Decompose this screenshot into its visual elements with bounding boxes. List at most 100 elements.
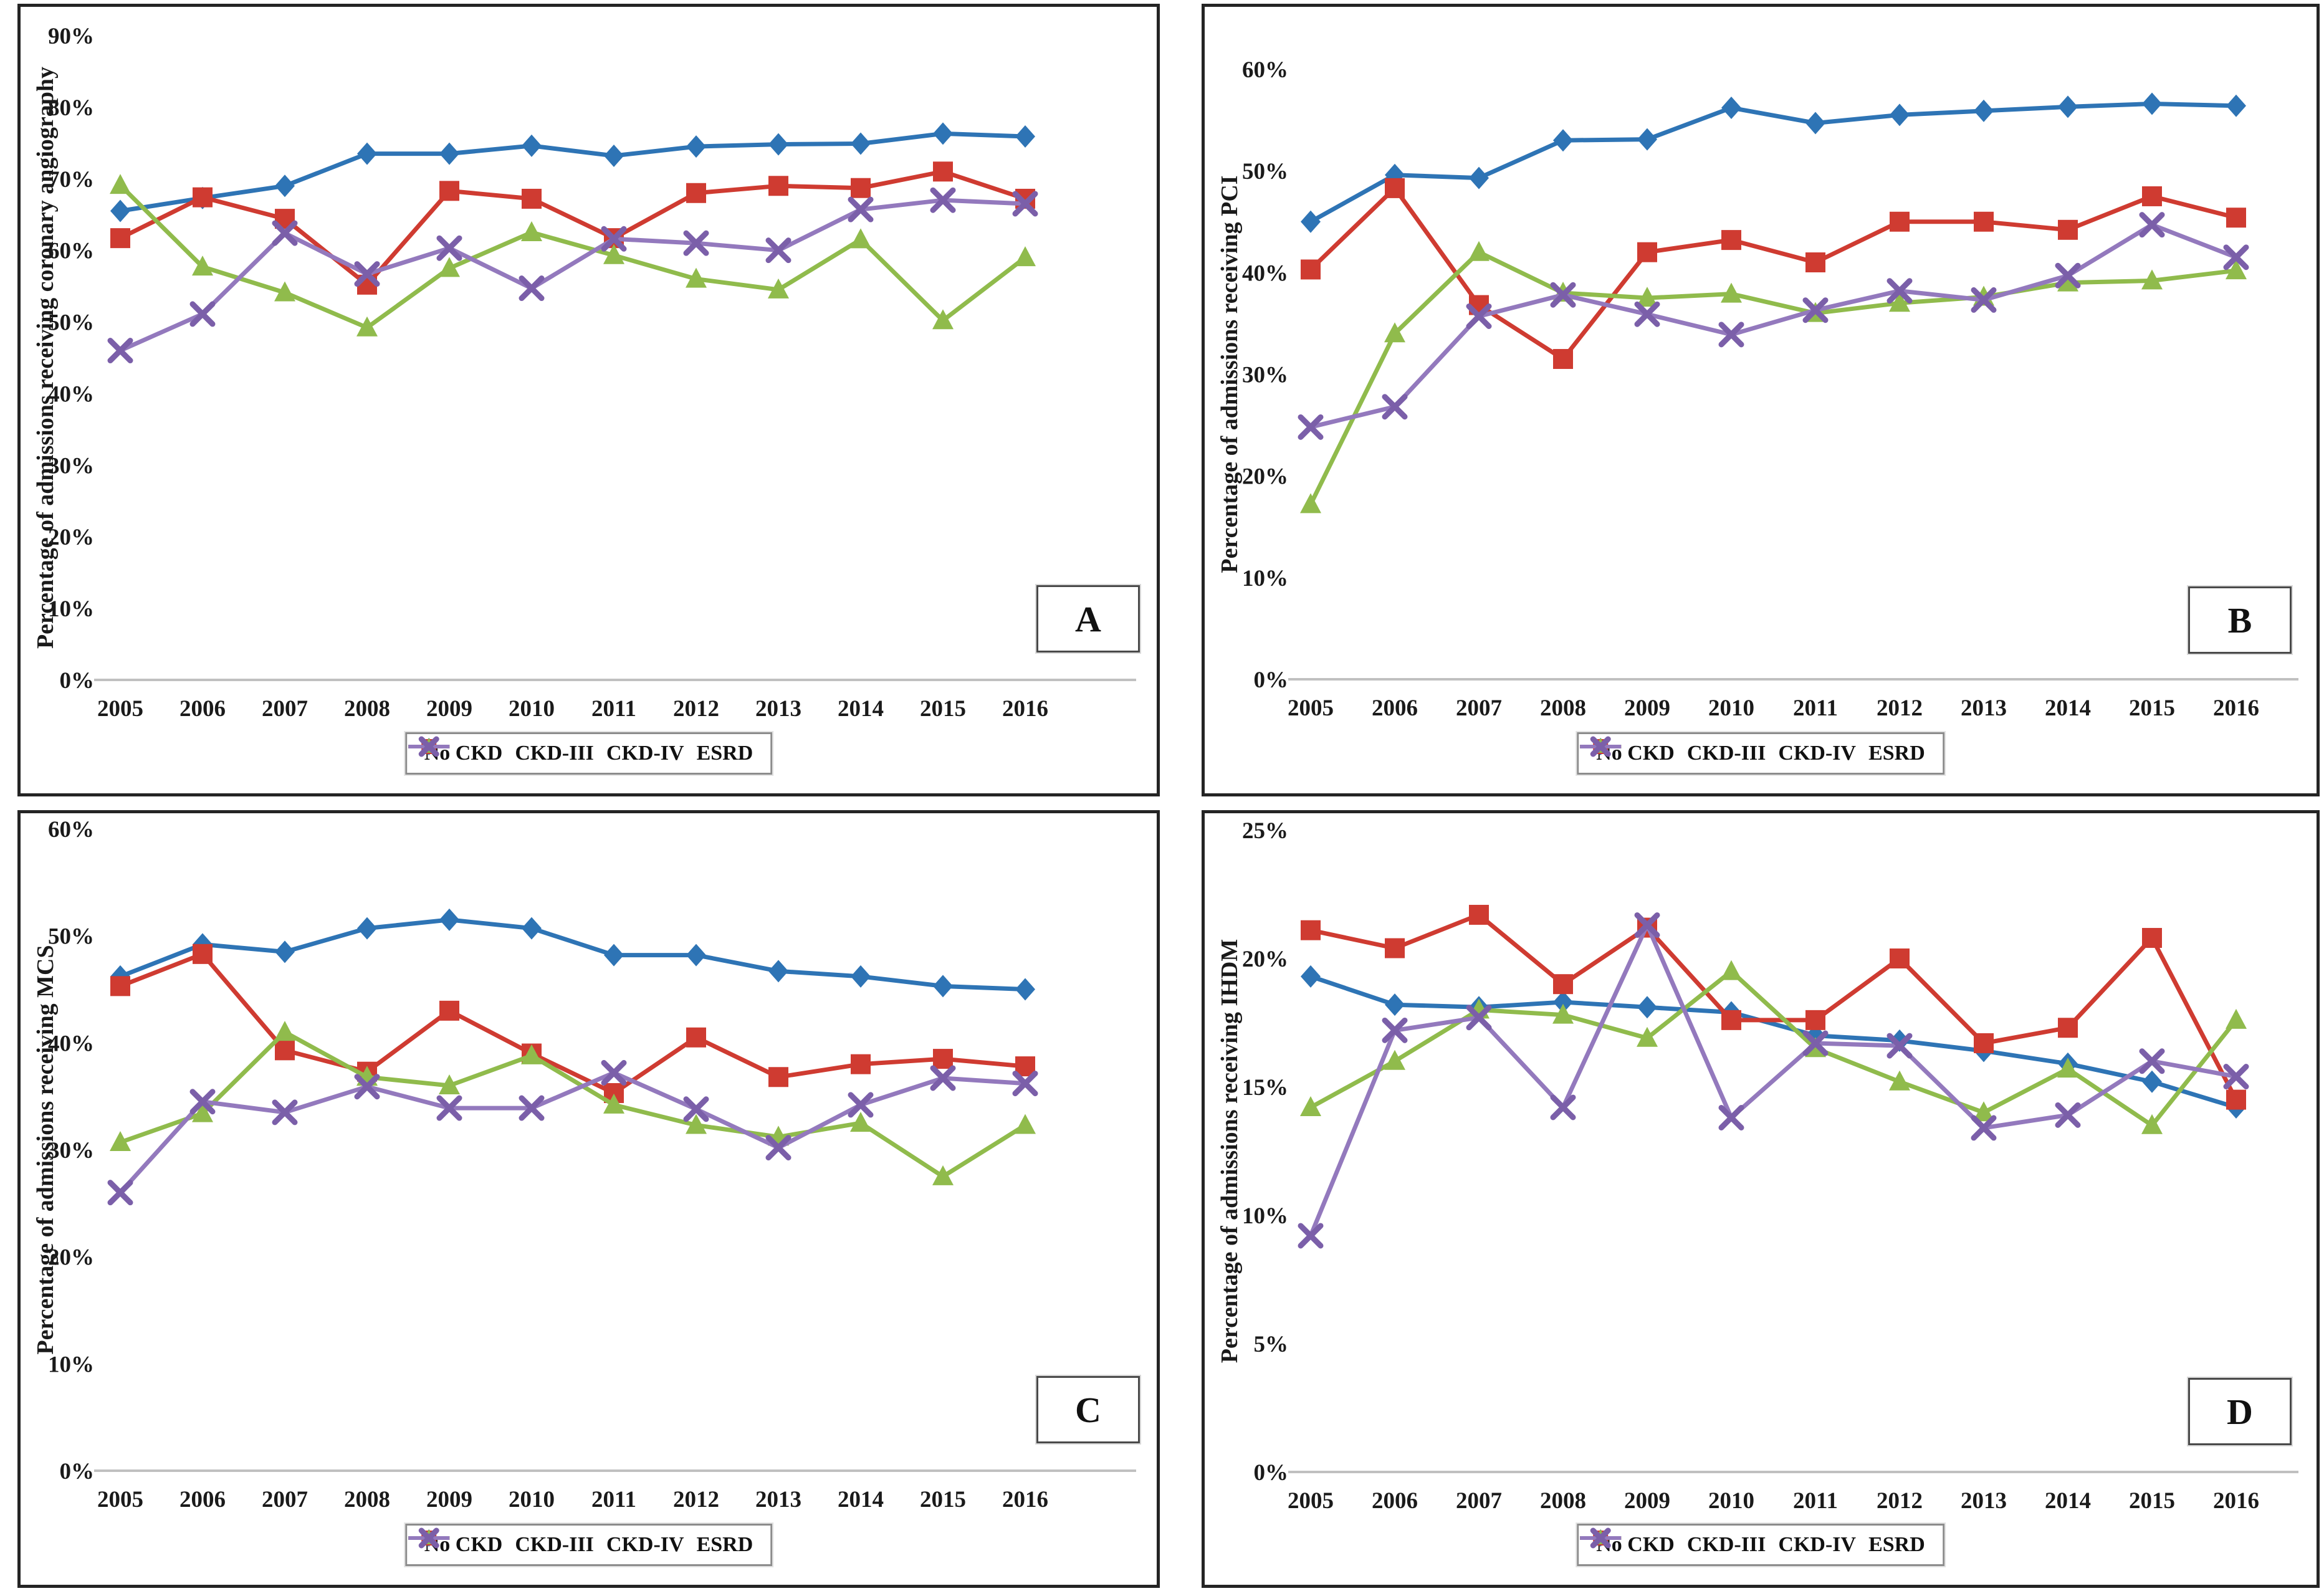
series-no-ckd-marker: [933, 122, 953, 145]
series-esrd-marker: [1971, 1115, 1997, 1141]
panel-d-chart: 0% 5% 10% 15% 20% 25% 2005 2006 2007 2008 2009 2010…: [1217, 818, 2298, 1514]
legend-item-ckd-iii: CKD-III: [1580, 1531, 1766, 1557]
series-no-ckd: [1301, 92, 2246, 233]
legend-label: ESRD: [696, 1533, 753, 1556]
x-tick-label: 2008: [1540, 1488, 1586, 1514]
series-esrd-marker: [1382, 1017, 1408, 1043]
series-ckd-iv-marker: [274, 281, 295, 302]
series-no-ckd-marker: [275, 940, 295, 963]
x-tick-label: 2011: [1793, 1488, 1838, 1514]
panel-c: 0% 10% 20% 30% 40% 50% 60% 2005 2006 2007 2008 2009…: [17, 810, 1160, 1588]
series-no-ckd-marker: [851, 132, 871, 155]
series-esrd-marker: [1802, 1030, 1829, 1056]
series-ckd-iv-marker: [439, 257, 460, 277]
series-esrd-line: [1308, 222, 2239, 429]
series-esrd-marker: [930, 187, 956, 213]
series-ckd-iii-marker: [686, 1027, 706, 1048]
series-no-ckd-marker: [357, 142, 377, 165]
panel-b-legend: No CKD CKD-III CKD-IV ESRD: [1576, 731, 1946, 776]
y-tick-label: 0%: [60, 668, 95, 694]
x-tick-label: 2014: [2045, 1488, 2091, 1514]
legend-label: ESRD: [1868, 1533, 1925, 1556]
x-tick-label: 2015: [920, 1487, 966, 1512]
series-ckd-iv-marker: [850, 228, 871, 249]
y-tick-label: 10%: [1242, 566, 1288, 591]
x-tick-label: 2005: [97, 1487, 143, 1512]
series-ckd-iv-marker: [1468, 241, 1490, 261]
y-tick-label: 50%: [1242, 159, 1288, 184]
series-ckd-iii-marker: [1385, 938, 1405, 958]
legend-label: ESRD: [1868, 742, 1925, 765]
x-tick-label: 2015: [2129, 1488, 2175, 1514]
x-tick-label: 2005: [97, 696, 143, 722]
series-ckd-iii-line: [1308, 186, 2239, 361]
series-esrd-marker: [601, 226, 627, 252]
x-tick-label: 2008: [344, 1487, 390, 1512]
y-tick-label: 60%: [48, 817, 94, 843]
x-tick-label: 2006: [179, 1487, 226, 1512]
series-ckd-iv-marker: [110, 174, 131, 194]
series-esrd-marker: [848, 1092, 874, 1118]
series-ckd-iv-marker: [1552, 1003, 1574, 1024]
series-ckd-iii-marker: [2058, 1018, 2078, 1038]
series-esrd-marker: [1971, 287, 1997, 313]
series-ckd-iii-marker: [275, 1040, 295, 1061]
series-esrd: [107, 187, 1038, 364]
panel-b: 0% 10% 20% 30% 40% 50% 60% 2005 2006 2007 2008 2009…: [1202, 4, 2320, 796]
series-ckd-iv-marker: [521, 1044, 542, 1064]
y-tick-label: 20%: [1242, 464, 1288, 490]
y-axis-title: Percentage of admissions receiving PCI: [1217, 175, 1243, 573]
x-marker-icon: [1580, 1527, 1622, 1549]
x-tick-label: 2013: [1961, 695, 2007, 721]
legend-item-esrd: ESRD: [1580, 1527, 1925, 1557]
series-esrd-marker: [1298, 414, 1324, 440]
series-no-ckd-marker: [686, 135, 706, 158]
series-ckd-iv-marker: [603, 244, 624, 264]
series-ckd-iii-marker: [1974, 1033, 1994, 1053]
series-esrd-marker: [1802, 297, 1829, 323]
series-ckd-iv-marker: [1300, 493, 1321, 514]
series-no-ckd-marker: [1553, 991, 1573, 1014]
series-no-ckd: [110, 908, 1035, 1001]
y-tick-label: 15%: [1242, 1075, 1288, 1101]
series-ckd-iii: [110, 161, 1035, 295]
series-esrd-marker: [354, 261, 380, 287]
series-ckd-iv-marker: [439, 1074, 460, 1094]
y-tick-label: 0%: [1254, 1460, 1289, 1486]
series-no-ckd-marker: [768, 960, 788, 983]
series-esrd-marker: [2055, 262, 2081, 289]
series-no-ckd-marker: [2142, 92, 2162, 115]
legend-item-ckd-iii: CKD-III: [408, 1531, 594, 1557]
y-tick-label: 10%: [48, 1352, 94, 1377]
series-esrd-marker: [1382, 394, 1408, 420]
panel-b-chart: 0% 10% 20% 30% 40% 50% 60% 2005 2006 2007 2008 2009…: [1217, 57, 2298, 721]
series-ckd-iii-marker: [851, 1054, 871, 1074]
series-ckd-iii-marker: [439, 181, 459, 201]
legend-label: CKD-III: [1686, 742, 1766, 765]
series-no-ckd-marker: [1637, 996, 1657, 1019]
legend-item-esrd: ESRD: [1580, 736, 1925, 765]
panel-a-letter-box: A: [1035, 584, 1141, 654]
series-no-ckd-marker: [1721, 97, 1741, 120]
series-esrd-marker: [765, 1135, 791, 1161]
x-tick-label: 2015: [2129, 695, 2175, 721]
series-ckd-iv-marker: [110, 1130, 131, 1151]
series-esrd-marker: [1466, 303, 1492, 329]
series-ckd-iii-marker: [193, 187, 213, 208]
x-tick-label: 2012: [673, 1487, 719, 1512]
series-esrd-marker: [1718, 1104, 1744, 1130]
x-tick-label: 2008: [1540, 695, 1586, 721]
x-tick-label: 2010: [509, 696, 555, 722]
series-esrd-marker: [519, 275, 545, 302]
series-esrd-marker: [2223, 1064, 2249, 1090]
x-tick-label: 2011: [1793, 695, 1838, 721]
x-tick-label: 2006: [179, 696, 226, 722]
series-ckd-iv: [110, 1021, 1036, 1185]
series-ckd-iv-marker: [932, 309, 954, 330]
x-tick-label: 2006: [1372, 1488, 1418, 1514]
panel-a-chart: 0% 10% 20% 30% 40% 50% 60% 70% 80% 90% 2005 2006 200…: [32, 24, 1136, 722]
legend-label: CKD-IV: [606, 1533, 684, 1556]
x-tick-label: 2010: [1708, 1488, 1754, 1514]
legend-sample-marker: [1590, 1527, 1611, 1549]
series-esrd-marker: [683, 230, 709, 256]
